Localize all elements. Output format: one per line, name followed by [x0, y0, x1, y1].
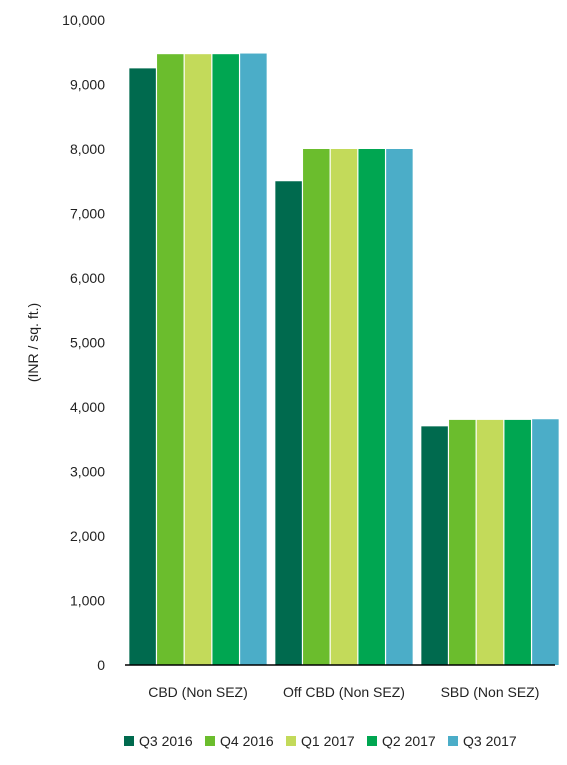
legend-swatch — [286, 736, 296, 746]
y-axis-label: (INR / sq. ft.) — [25, 303, 41, 382]
x-category-label: Off CBD (Non SEZ) — [283, 684, 405, 700]
y-tick-label: 8,000 — [70, 141, 105, 157]
bar — [240, 53, 267, 666]
x-axis-category-labels: CBD (Non SEZ) Off CBD (Non SEZ) SBD (Non S… — [148, 684, 539, 700]
bar — [157, 54, 184, 666]
legend-label: Q3 2017 — [463, 733, 517, 749]
bar — [184, 54, 212, 666]
legend-item: Q3 2016 — [124, 733, 193, 749]
y-tick-label: 3,000 — [70, 464, 105, 480]
bar — [421, 426, 448, 665]
bar — [358, 149, 385, 665]
bar — [129, 68, 156, 665]
legend-swatch — [124, 736, 134, 746]
legend-label: Q3 2016 — [139, 733, 193, 749]
y-axis-ticks: 0 1,000 2,000 3,000 4,000 5,000 6,000 7,000 8,00… — [62, 12, 105, 673]
legend-item: Q1 2017 — [286, 733, 355, 749]
bar — [504, 419, 531, 665]
x-category-label: SBD (Non SEZ) — [441, 684, 540, 700]
y-tick-label: 2,000 — [70, 528, 105, 544]
bar — [476, 419, 504, 665]
legend-label: Q1 2017 — [301, 733, 355, 749]
y-tick-label: 0 — [97, 657, 105, 673]
bars-group — [129, 53, 559, 666]
bar — [330, 149, 358, 665]
bar — [275, 181, 302, 665]
bar — [449, 419, 476, 665]
legend-swatch — [205, 736, 215, 746]
x-category-label: CBD (Non SEZ) — [148, 684, 248, 700]
y-tick-label: 5,000 — [70, 335, 105, 351]
y-tick-label: 1,000 — [70, 593, 105, 609]
y-tick-label: 9,000 — [70, 77, 105, 93]
legend-item: Q3 2017 — [448, 733, 517, 749]
y-tick-label: 7,000 — [70, 206, 105, 222]
y-tick-label: 4,000 — [70, 399, 105, 415]
legend: Q3 2016 Q4 2016 Q1 2017 Q2 2017 Q3 2017 — [124, 733, 517, 749]
bar — [386, 149, 413, 665]
legend-swatch — [367, 736, 377, 746]
bar — [532, 419, 559, 665]
y-tick-label: 6,000 — [70, 270, 105, 286]
bar — [212, 54, 239, 666]
legend-item: Q2 2017 — [367, 733, 436, 749]
y-tick-label: 10,000 — [62, 12, 105, 28]
legend-label: Q4 2016 — [220, 733, 274, 749]
legend-item: Q4 2016 — [205, 733, 274, 749]
legend-swatch — [448, 736, 458, 746]
legend-label: Q2 2017 — [382, 733, 436, 749]
bar — [303, 149, 330, 665]
